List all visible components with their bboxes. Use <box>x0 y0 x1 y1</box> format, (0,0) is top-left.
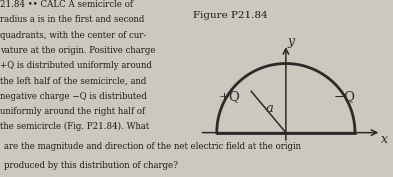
Text: +Q is distributed uniformly around: +Q is distributed uniformly around <box>0 61 152 70</box>
Text: quadrants, with the center of cur-: quadrants, with the center of cur- <box>0 31 146 39</box>
Text: 21.84 •• CALC A semicircle of: 21.84 •• CALC A semicircle of <box>0 0 133 9</box>
Text: the semicircle (Fig. P21.84). What: the semicircle (Fig. P21.84). What <box>0 122 149 131</box>
Text: x: x <box>380 133 387 146</box>
Text: y: y <box>287 35 294 48</box>
Text: Figure P21.84: Figure P21.84 <box>193 12 267 20</box>
Text: radius a is in the first and second: radius a is in the first and second <box>0 15 144 24</box>
Text: the left half of the semicircle, and: the left half of the semicircle, and <box>0 76 146 85</box>
Text: +Q: +Q <box>218 90 240 103</box>
Text: negative charge −Q is distributed: negative charge −Q is distributed <box>0 92 147 101</box>
Text: are the magnitude and direction of the net electric field at the origin: are the magnitude and direction of the n… <box>4 142 301 151</box>
Text: a: a <box>265 102 273 115</box>
Text: −Q: −Q <box>334 90 356 103</box>
Text: vature at the origin. Positive charge: vature at the origin. Positive charge <box>0 46 156 55</box>
Text: uniformly around the right half of: uniformly around the right half of <box>0 107 145 116</box>
Text: produced by this distribution of charge?: produced by this distribution of charge? <box>4 161 178 170</box>
